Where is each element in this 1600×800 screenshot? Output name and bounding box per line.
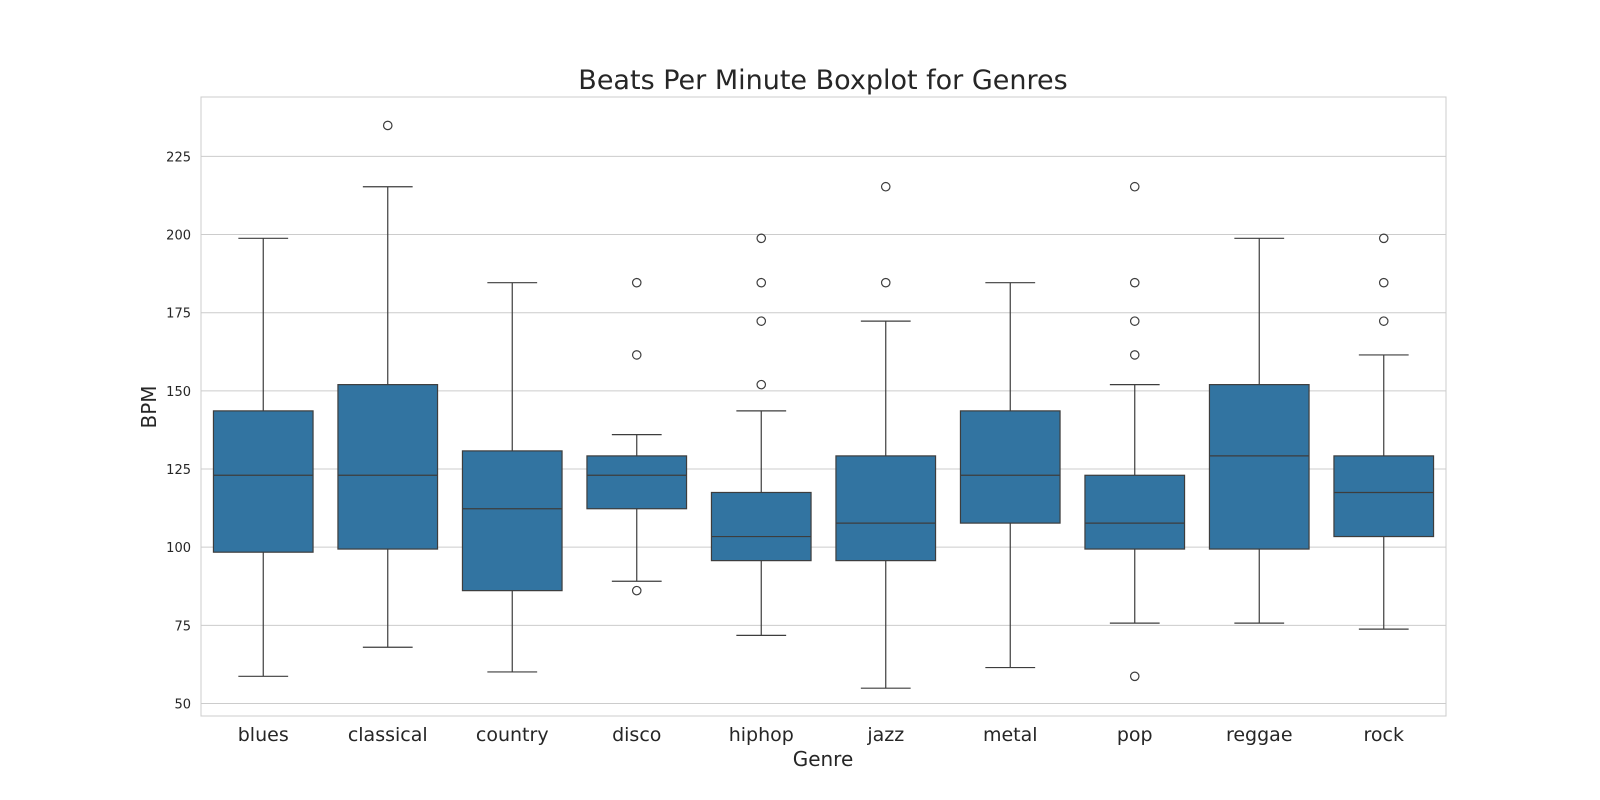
y-tick-label: 75: [174, 619, 191, 634]
y-tick-label: 150: [166, 385, 191, 400]
y-axis-label: BPM: [137, 385, 161, 428]
y-tick-label: 100: [166, 541, 191, 556]
x-tick-label: hiphop: [729, 724, 794, 746]
box-group-rock: [1333, 233, 1435, 630]
box-metal: [959, 410, 1061, 524]
x-tick-label: jazz: [866, 724, 904, 746]
box-group-disco: [586, 277, 688, 596]
outlier-point: [1129, 350, 1140, 360]
box-group-country: [461, 282, 563, 673]
x-tick-label: classical: [348, 724, 428, 746]
box-jazz: [835, 455, 937, 562]
box-classical: [337, 384, 439, 550]
outlier-point: [1378, 277, 1389, 288]
x-tick-label: blues: [238, 724, 289, 746]
chart-title: Beats Per Minute Boxplot for Genres: [578, 65, 1067, 96]
outlier-point: [1129, 316, 1140, 326]
x-tick-labels: blues classical country disco hiphop jazz meta…: [238, 724, 1404, 746]
box-reggae: [1208, 384, 1310, 550]
box-rock: [1333, 455, 1435, 538]
x-tick-label: disco: [612, 724, 661, 746]
x-tick-label: metal: [983, 724, 1038, 746]
outlier-point: [880, 181, 891, 192]
outlier-point: [382, 120, 393, 131]
plot-frame: [200, 96, 1447, 717]
box-group-metal: [959, 282, 1061, 669]
y-tick-label: 50: [174, 697, 191, 712]
box-group-blues: [212, 237, 314, 677]
box-hiphop: [710, 491, 812, 562]
outlier-point: [756, 277, 767, 288]
outlier-point: [756, 316, 767, 326]
box-group-classical: [337, 120, 439, 648]
outlier-point: [1378, 316, 1389, 326]
box-pop: [1084, 474, 1186, 550]
box-group-jazz: [835, 181, 937, 689]
x-tick-label: country: [476, 724, 549, 746]
outlier-point: [631, 277, 642, 288]
y-tick-label: 200: [166, 229, 191, 244]
y-tick-label: 225: [166, 150, 191, 165]
box-blues: [212, 410, 314, 553]
outlier-point: [1378, 233, 1389, 244]
x-tick-label: reggae: [1226, 724, 1293, 746]
x-tick-label: pop: [1117, 724, 1153, 746]
outlier-point: [1129, 671, 1140, 682]
y-tick-label: 175: [166, 307, 191, 322]
outlier-point: [631, 585, 642, 596]
outlier-point: [631, 350, 642, 360]
x-tick-label: rock: [1364, 724, 1404, 746]
box-country: [461, 450, 563, 592]
y-tick-label: 125: [166, 463, 191, 478]
outlier-point: [1129, 181, 1140, 192]
outlier-point: [1129, 277, 1140, 288]
boxes-layer: [212, 120, 1435, 689]
box-group-reggae: [1208, 237, 1310, 624]
outlier-point: [880, 277, 891, 288]
y-tick-labels: 50 75 100 125 150 175 200 225: [166, 150, 191, 712]
box-disco: [586, 455, 688, 510]
box-group-hiphop: [710, 233, 812, 636]
box-group-pop: [1084, 181, 1186, 682]
outlier-point: [756, 233, 767, 244]
outlier-point: [756, 379, 767, 390]
x-axis-label: Genre: [793, 747, 854, 771]
